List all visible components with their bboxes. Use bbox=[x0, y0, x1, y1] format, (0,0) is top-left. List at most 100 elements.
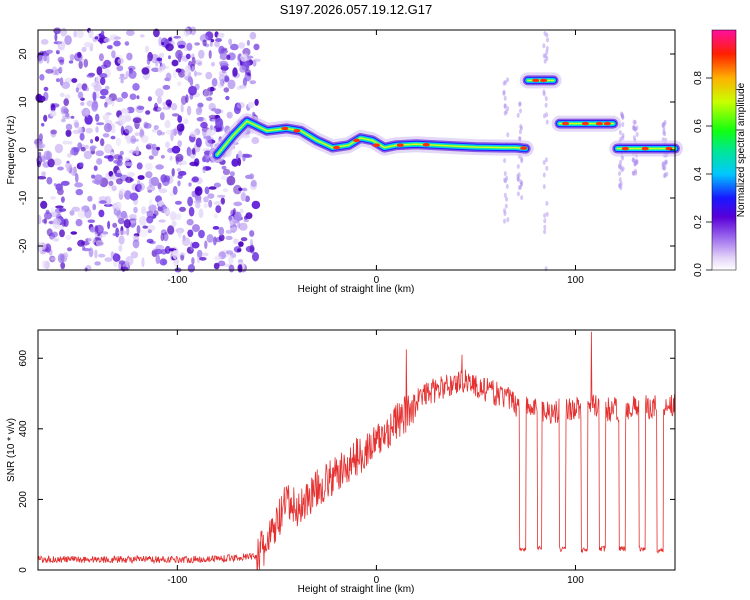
noise-blob bbox=[238, 42, 246, 49]
noise-blob bbox=[205, 71, 213, 80]
noise-blob bbox=[225, 235, 233, 241]
streak-blob bbox=[618, 171, 621, 177]
noise-blob bbox=[90, 42, 94, 48]
noise-blob bbox=[237, 220, 241, 229]
streak-blob bbox=[506, 132, 510, 138]
noise-blob bbox=[174, 213, 182, 221]
noise-blob bbox=[145, 171, 153, 179]
noise-blob bbox=[125, 255, 134, 266]
noise-blob bbox=[129, 93, 137, 100]
noise-blob bbox=[171, 145, 181, 154]
noise-blob bbox=[199, 34, 209, 43]
noise-blob bbox=[104, 143, 113, 154]
noise-blob bbox=[120, 79, 124, 84]
noise-blob bbox=[158, 52, 165, 59]
streak-blob bbox=[621, 122, 625, 128]
noise-blob bbox=[172, 185, 178, 195]
noise-blob bbox=[211, 107, 217, 112]
hot-spot bbox=[665, 146, 673, 151]
noise-blob bbox=[50, 196, 56, 200]
noise-blob bbox=[188, 85, 197, 96]
noise-blob bbox=[228, 215, 233, 221]
streak-blob bbox=[663, 165, 667, 171]
streak-blob bbox=[543, 31, 547, 36]
noise-blob bbox=[203, 89, 211, 99]
streak-blob bbox=[518, 101, 522, 107]
noise-blob bbox=[249, 80, 256, 85]
noise-blob bbox=[155, 254, 161, 265]
noise-blob bbox=[246, 39, 250, 46]
noise-blob bbox=[55, 183, 63, 191]
streak-blob bbox=[661, 161, 665, 167]
noise-blob bbox=[219, 32, 225, 38]
streak-blob bbox=[663, 131, 667, 137]
noise-blob bbox=[93, 83, 102, 92]
noise-blob bbox=[221, 69, 226, 74]
hot-spot bbox=[293, 129, 301, 133]
noise-blob bbox=[124, 162, 133, 167]
streak-blob bbox=[505, 184, 509, 189]
noise-blob bbox=[46, 176, 53, 185]
noise-blob bbox=[96, 122, 105, 126]
noise-blob bbox=[218, 234, 225, 242]
noise-blob bbox=[64, 35, 72, 46]
noise-blob bbox=[194, 186, 203, 196]
noise-blob bbox=[162, 177, 170, 187]
noise-blob bbox=[129, 192, 139, 201]
streak-blob bbox=[618, 177, 622, 183]
streak-blob bbox=[504, 203, 508, 209]
noise-blob bbox=[58, 65, 64, 73]
noise-blob bbox=[124, 214, 129, 220]
streak-blob bbox=[505, 196, 509, 202]
noise-blob bbox=[186, 105, 192, 116]
noise-blob bbox=[50, 103, 55, 108]
noise-blob bbox=[175, 153, 184, 162]
noise-blob bbox=[165, 129, 173, 135]
streak-blob bbox=[664, 159, 668, 165]
noise-blob bbox=[161, 42, 165, 45]
noise-blob bbox=[202, 39, 207, 47]
noise-blob bbox=[239, 208, 244, 214]
noise-blob bbox=[98, 253, 106, 258]
noise-blob bbox=[116, 65, 124, 72]
noise-blob bbox=[65, 129, 72, 137]
noise-blob bbox=[58, 208, 67, 212]
noise-blob bbox=[66, 167, 70, 172]
figure-title: S197.2026.057.19.12.G17 bbox=[280, 2, 433, 17]
noise-blob bbox=[102, 114, 110, 121]
noise-blob bbox=[157, 66, 164, 73]
noise-blob bbox=[96, 158, 103, 165]
noise-blob bbox=[107, 220, 111, 230]
spectrogram-y-label: Frequency (Hz) bbox=[6, 116, 17, 185]
noise-blob bbox=[140, 135, 149, 143]
noise-blob bbox=[139, 34, 145, 38]
noise-blob bbox=[98, 53, 104, 62]
noise-blob bbox=[217, 81, 225, 89]
noise-blob bbox=[71, 206, 81, 212]
colorbar-tick-label: 0.6 bbox=[693, 119, 704, 133]
streak-blob bbox=[661, 122, 665, 128]
noise-blob bbox=[153, 125, 159, 130]
streak-blob bbox=[516, 112, 520, 118]
noise-blob bbox=[113, 252, 118, 262]
noise-blob bbox=[116, 210, 122, 219]
noise-blob bbox=[41, 122, 45, 127]
noise-blob bbox=[106, 122, 116, 131]
noise-blob bbox=[215, 205, 222, 214]
streak-blob bbox=[621, 132, 625, 138]
noise-blob bbox=[127, 171, 135, 178]
streak-blob bbox=[516, 173, 520, 179]
streak-blob bbox=[542, 172, 546, 178]
streak-blob bbox=[621, 114, 625, 120]
noise-blob bbox=[128, 70, 137, 79]
hot-spot bbox=[281, 126, 289, 131]
noise-blob bbox=[176, 168, 181, 172]
noise-blob bbox=[71, 78, 78, 83]
noise-blob bbox=[208, 199, 213, 208]
streak-blob bbox=[542, 89, 546, 95]
noise-blob bbox=[195, 106, 203, 116]
noise-blob bbox=[167, 225, 175, 235]
noise-blob bbox=[239, 65, 247, 73]
noise-blob bbox=[162, 101, 166, 107]
noise-blob bbox=[67, 153, 72, 158]
